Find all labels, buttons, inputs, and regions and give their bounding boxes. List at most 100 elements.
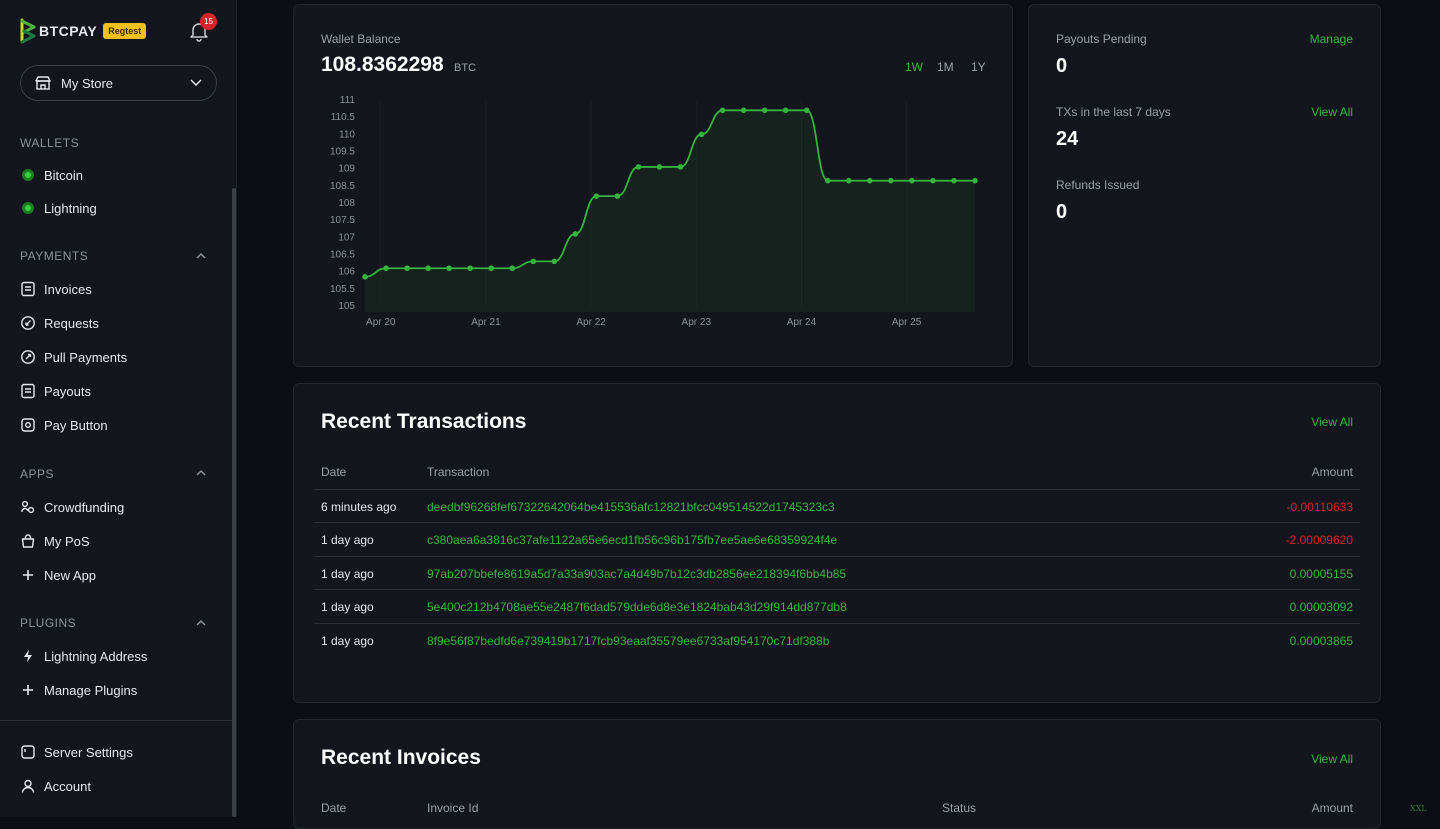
- sidebar-item-label: Account: [44, 778, 91, 794]
- sidebar-item-invoices[interactable]: Invoices: [20, 279, 92, 299]
- sidebar-item-label: Bitcoin: [44, 167, 84, 183]
- sidebar-item-account[interactable]: Account: [20, 776, 91, 796]
- sidebar-item-label: Payouts: [44, 383, 91, 399]
- data-point: [719, 107, 726, 114]
- payout-icon: [21, 383, 35, 399]
- data-point: [867, 177, 873, 184]
- data-point: [551, 258, 558, 265]
- data-point: [972, 177, 978, 184]
- manage-payouts-link[interactable]: Manage: [1309, 32, 1353, 46]
- range-1y-button[interactable]: 1Y: [971, 60, 986, 74]
- y-tick-label: 106: [338, 267, 355, 278]
- sidebar-item-manage-plugins[interactable]: Manage Plugins: [20, 680, 137, 700]
- sidebar-scrollbar[interactable]: [232, 188, 236, 817]
- view-all-txs-link[interactable]: View All: [1311, 105, 1353, 119]
- y-tick-label: 111: [340, 95, 356, 106]
- data-point: [362, 274, 368, 280]
- store-icon: [35, 76, 51, 90]
- chevron-up-icon[interactable]: [195, 467, 207, 479]
- chevron-up-icon[interactable]: [195, 617, 207, 629]
- sidebar-item-new-app[interactable]: New App: [20, 565, 96, 585]
- sidebar-item-lightning[interactable]: Lightning: [20, 198, 97, 218]
- user-icon: [21, 779, 35, 793]
- view-all-transactions-link[interactable]: View All: [1311, 415, 1353, 429]
- tx-date: 1 day ago: [321, 567, 374, 581]
- btcpay-logo-icon: [20, 18, 36, 44]
- tx-id-link[interactable]: 97ab207bbefe8619a5d7a33a903ac7a4d49b7b12…: [427, 567, 847, 581]
- sidebar-item-label: Server Settings: [44, 744, 133, 760]
- pull-payment-icon: [21, 350, 35, 364]
- tx-id-link[interactable]: 5e400c212b4708ae55e2487f6dad579dde6d8e3e…: [427, 600, 847, 614]
- apps-section-title: APPS: [20, 467, 55, 481]
- payouts-pending-label: Payouts Pending: [1056, 32, 1147, 46]
- data-point: [572, 231, 579, 237]
- request-icon: [21, 316, 35, 330]
- tx-id-link[interactable]: deedbf96268fef67322642064be415536afc1282…: [427, 500, 835, 514]
- data-point: [593, 193, 600, 199]
- sidebar-item-payouts[interactable]: Payouts: [20, 381, 91, 401]
- data-point: [656, 164, 663, 170]
- invoice-icon: [21, 281, 35, 297]
- wallet-balance-card: Wallet Balance 108.8362298 BTC 1W 1M 1Y …: [293, 4, 1013, 367]
- table-row: 1 day ago 5e400c212b4708ae55e2487f6dad57…: [314, 589, 1360, 623]
- x-tick-label: Apr 22: [576, 317, 606, 328]
- sidebar-item-bitcoin[interactable]: Bitcoin: [20, 165, 83, 185]
- data-point: [404, 265, 410, 272]
- data-point: [909, 177, 915, 184]
- tx-id-link[interactable]: 8f9e56f87bedfd6e739419b1717fcb93eaaf3557…: [427, 634, 830, 648]
- server-icon: [21, 745, 35, 759]
- chevron-up-icon[interactable]: [195, 250, 207, 262]
- txs-last-7-days-label: TXs in the last 7 days: [1056, 105, 1171, 119]
- wallet-balance-unit: BTC: [454, 62, 476, 74]
- tx-amount: 0.00003865: [1289, 634, 1353, 648]
- sidebar-item-server-settings[interactable]: Server Settings: [20, 742, 133, 762]
- data-point: [782, 107, 789, 114]
- range-1w-button[interactable]: 1W: [905, 60, 923, 74]
- y-tick-label: 110.5: [331, 112, 356, 123]
- x-tick-label: Apr 25: [892, 317, 922, 328]
- y-tick-label: 109: [338, 164, 355, 175]
- data-point: [761, 107, 768, 114]
- brand-logo[interactable]: BTCPAY Regtest: [20, 18, 147, 44]
- column-header-amount: Amount: [1311, 465, 1353, 479]
- range-1m-button[interactable]: 1M: [937, 60, 954, 74]
- data-point: [425, 265, 431, 272]
- wallets-section-title: WALLETS: [20, 136, 80, 150]
- tx-amount: 0.00005155: [1289, 567, 1353, 581]
- tx-date: 1 day ago: [321, 634, 374, 648]
- view-all-invoices-link[interactable]: View All: [1311, 752, 1353, 766]
- y-tick-label: 109.5: [330, 147, 355, 158]
- sidebar-item-crowdfunding[interactable]: Crowdfunding: [20, 497, 124, 517]
- data-point: [614, 193, 621, 199]
- column-header-status: Status: [942, 801, 977, 815]
- sidebar-item-my-pos[interactable]: My PoS: [20, 531, 90, 551]
- sidebar-item-label: Invoices: [44, 281, 92, 297]
- wallet-balance-chart: 111 110.5 110 109.5 109 108.5 108 107.5 107 106.5…: [330, 95, 978, 328]
- column-header-transaction: Transaction: [427, 465, 490, 479]
- crowdfunding-icon: [21, 500, 35, 514]
- table-row: 1 day ago 97ab207bbefe8619a5d7a33a903ac7…: [314, 556, 1360, 590]
- sidebar-item-requests[interactable]: Requests: [20, 313, 99, 333]
- data-point: [698, 131, 705, 138]
- tx-amount: 0.00003092: [1289, 600, 1353, 614]
- sidebar-item-lightning-address[interactable]: Lightning Address: [20, 646, 147, 666]
- y-tick-label: 105.5: [330, 284, 355, 295]
- table-row: 6 minutes ago deedbf96268fef67322642064b…: [314, 489, 1360, 523]
- y-tick-label: 108: [338, 198, 355, 209]
- table-row: 1 day ago 8f9e56f87bedfd6e739419b1717fcb…: [314, 623, 1360, 657]
- sidebar-item-label: My PoS: [44, 533, 90, 549]
- y-tick-label: 108.5: [330, 181, 355, 192]
- sidebar-item-pull-payments[interactable]: Pull Payments: [20, 347, 127, 367]
- data-point: [930, 177, 936, 184]
- x-tick-label: Apr 20: [366, 317, 396, 328]
- status-dot-icon: [20, 200, 36, 216]
- sidebar-item-label: Requests: [44, 315, 99, 331]
- sidebar-item-pay-button[interactable]: Pay Button: [20, 415, 108, 435]
- sidebar: BTCPAY Regtest 15 My Store WALLETS Bitco…: [0, 0, 237, 817]
- store-selector[interactable]: My Store: [20, 65, 217, 101]
- watermark: XXL: [1410, 804, 1427, 813]
- y-tick-label: 106.5: [330, 250, 355, 261]
- tx-id-link[interactable]: c380aea6a3816c37afe1122a65e6ecd1fb56c96b…: [427, 533, 838, 547]
- data-point: [530, 258, 537, 265]
- data-point: [488, 265, 495, 272]
